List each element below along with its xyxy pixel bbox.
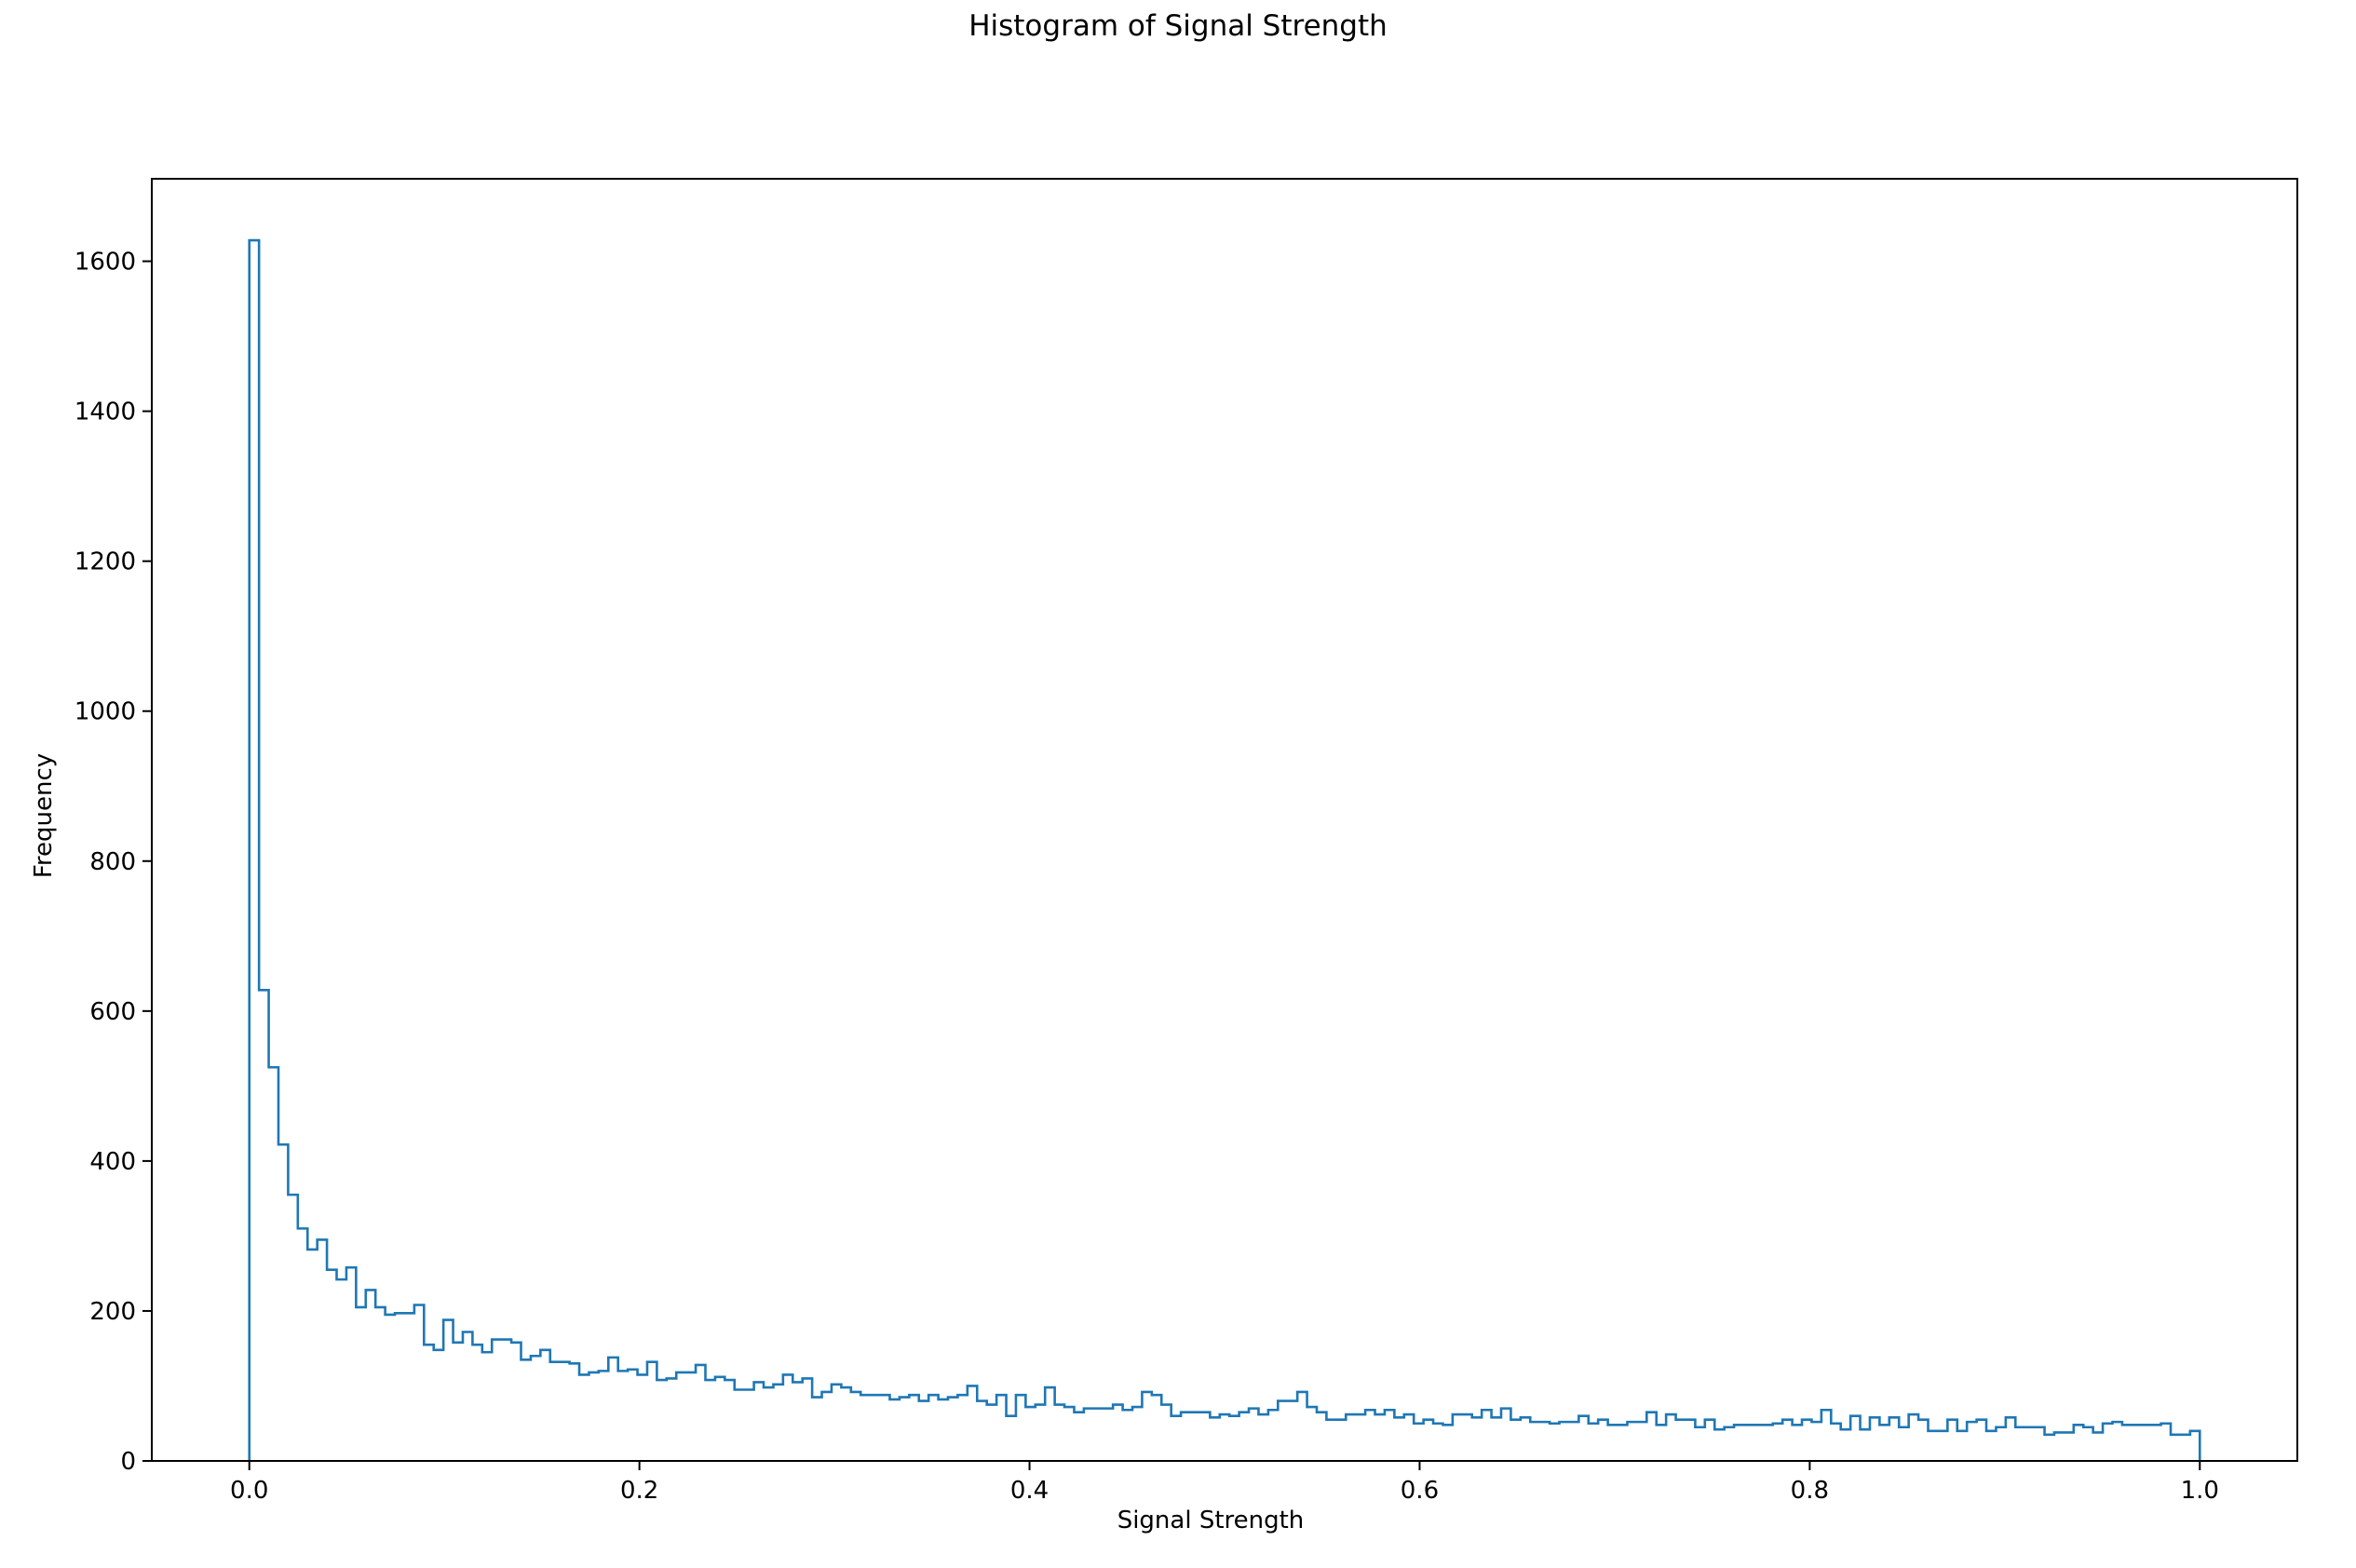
axes-frame: [151, 178, 2298, 1462]
x-tick-label: 1.0: [2181, 1477, 2219, 1505]
y-tick-label: 200: [89, 1298, 136, 1326]
chart-title: Histogram of Signal Strength: [968, 9, 1388, 43]
histogram-step-line: [248, 238, 2201, 1461]
x-tick-label: 0.2: [620, 1477, 658, 1505]
y-axis: 0 200 400 600 800 1000 1200 1400 1600: [74, 249, 152, 1476]
y-tick-label: 1200: [74, 548, 136, 576]
x-tick-label: 0.0: [230, 1477, 268, 1505]
plot-area: [151, 178, 2298, 1462]
x-tick-label: 0.4: [1010, 1477, 1049, 1505]
y-tick-label: 600: [89, 998, 136, 1026]
x-axis: 0.0 0.2 0.4 0.6 0.8 1.0: [230, 1461, 2219, 1505]
y-tick-label: 400: [89, 1148, 136, 1176]
x-tick-label: 0.6: [1401, 1477, 1439, 1505]
y-tick-label: 800: [89, 848, 136, 876]
y-tick-label: 1000: [74, 698, 136, 726]
y-tick-label: 1600: [74, 249, 136, 277]
y-axis-label: Frequency: [30, 753, 58, 878]
y-tick-label: 0: [120, 1448, 136, 1476]
y-tick-label: 1400: [74, 399, 136, 426]
x-axis-label: Signal Strength: [1117, 1507, 1305, 1534]
x-tick-label: 0.8: [1791, 1477, 1829, 1505]
